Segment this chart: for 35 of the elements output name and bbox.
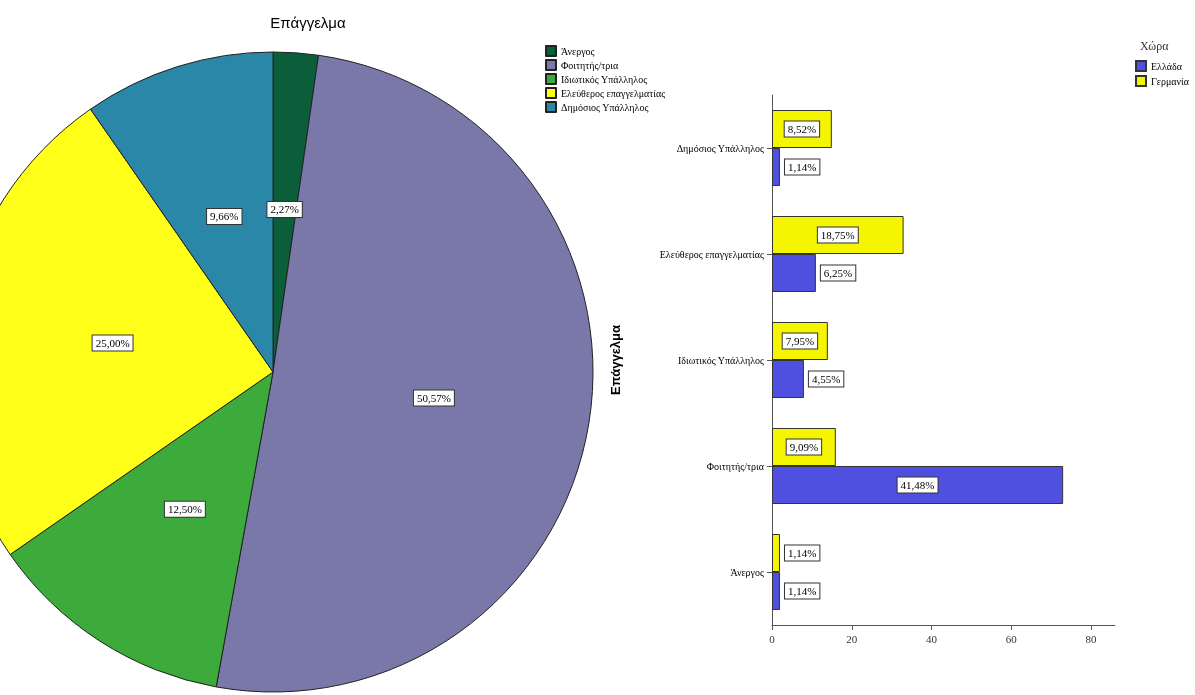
annotation: 8,52% [787, 123, 817, 135]
x-tick-label: 80 [1085, 632, 1098, 645]
annotation: 18,75% [820, 229, 855, 241]
legend-label: Φοιτητής/τρια [561, 59, 619, 71]
annotation: 9,09% [789, 441, 819, 453]
x-tick-label: 40 [926, 632, 938, 645]
data-label: 50,57% [416, 392, 451, 405]
chart-title: Επάγγελμα [270, 14, 346, 31]
legend-label: Ιδιωτικός Υπάλληλος [561, 73, 648, 85]
legend-label: Γερμανία [1151, 75, 1190, 87]
legend-label: Ελλάδα [1151, 60, 1183, 72]
x-tick-label: 60 [1005, 632, 1018, 645]
legend-label: Ελεύθερος επαγγελματίας [561, 87, 666, 99]
data-label: 12,50% [167, 503, 202, 516]
x-tick-label: 20 [846, 632, 858, 645]
data-label: 2,27% [270, 203, 299, 216]
annotation: 7,95% [785, 335, 815, 347]
x-tick-label: 0 [769, 632, 776, 645]
annotation: 1,14% [787, 585, 817, 597]
annotation: 4,55% [811, 373, 841, 385]
annotation: 1,14% [787, 547, 817, 559]
annotation: 41,48% [900, 479, 935, 491]
y-axis-title: Επάγγελμα [608, 324, 623, 396]
legend-label: Δημόσιος Υπάλληλος [561, 101, 649, 113]
data-label: 25,00% [95, 337, 130, 350]
legend-title: Χώρα [1140, 39, 1170, 53]
y-tick-label: Ιδιωτικός Υπάλληλος [677, 354, 765, 366]
legend-label: Άνεργος [561, 45, 595, 57]
y-tick-label: Φοιτητής/τρια [706, 460, 765, 472]
annotation: 6,25% [823, 267, 853, 279]
y-tick-label: Άνεργος [730, 566, 765, 578]
y-tick-label: Δημόσιος Υπάλληλος [676, 142, 765, 154]
y-tick-label: Ελεύθερος επαγγελματίας [659, 248, 765, 260]
annotation: 1,14% [787, 161, 817, 173]
data-label: 9,66% [210, 210, 239, 223]
